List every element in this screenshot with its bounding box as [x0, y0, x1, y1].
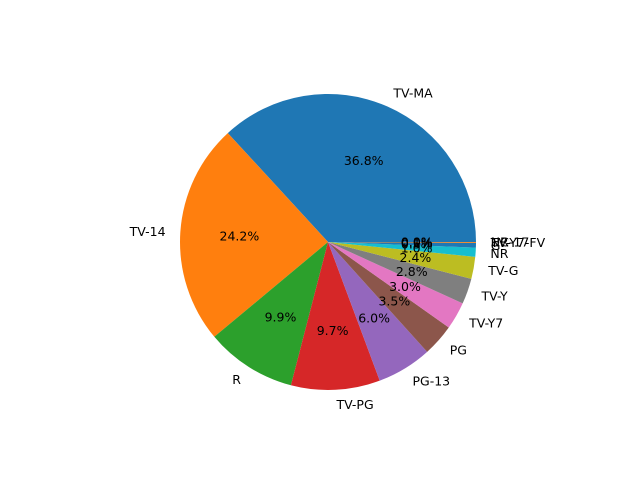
category-label-tv-y: TV-Y: [481, 289, 508, 304]
percent-labels-layer: 36.8% 24.2% 9.9% 9.7% 6.0% 3.5%3.0%2.8%2.4%1.…: [220, 153, 433, 338]
pie-slice-tv-14: [180, 133, 328, 337]
pie-slice-tv-y: [328, 242, 472, 304]
pct-label-tv-pg: 9.7%: [317, 323, 349, 338]
pct-label-tv-y: 2.8%: [396, 264, 428, 279]
pct-label-pg-13: 6.0%: [358, 310, 390, 325]
pct-label-tv-14: 24.2%: [220, 229, 260, 244]
pie-slice-pg-13: [328, 242, 428, 381]
category-label-tv-ma: TV-MA: [392, 85, 433, 100]
category-label-nr: NR: [490, 246, 508, 261]
pct-label-pg: 3.5%: [378, 293, 410, 308]
pct-label-tv-y7-fv: 0.1%: [401, 235, 433, 250]
pie-slice-tv-g: [328, 242, 476, 279]
pie-slice-r: [214, 242, 328, 386]
pct-label-nc-17: 0.0%: [401, 235, 433, 250]
pct-label-nr: 1.0%: [401, 241, 433, 256]
pct-label-tv-y7: 3.0%: [389, 279, 421, 294]
pct-label-g: 0.5%: [401, 236, 433, 251]
category-label-pg: PG: [450, 343, 467, 358]
pct-label-tv-g: 2.4%: [400, 250, 432, 265]
pct-label-ur: 0.0%: [401, 235, 433, 250]
pie-slice-g: [328, 242, 476, 248]
pie-slice-tv-pg: [290, 242, 380, 390]
category-label-r: R: [232, 372, 241, 387]
category-label-g: G: [491, 238, 501, 253]
category-label-ur: UR: [491, 235, 509, 250]
category-label-tv-g: TV-G: [487, 263, 518, 278]
pie-slice-tv-y7-fv: [328, 242, 477, 243]
pct-label-r: 9.9%: [265, 310, 297, 325]
pct-label-tv-ma: 36.8%: [344, 153, 384, 168]
category-label-nc-17: NC-17: [491, 235, 530, 250]
pie-slice-tv-y7: [328, 242, 463, 328]
pie-slice-nr: [328, 242, 476, 257]
category-label-tv-y7-fv: TV-Y7-FV: [490, 235, 546, 250]
category-label-tv-pg: TV-PG: [335, 397, 373, 412]
category-label-tv-y7: TV-Y7: [468, 316, 503, 331]
category-label-tv-14: TV-14: [129, 224, 166, 239]
category-label-pg-13: PG-13: [412, 374, 450, 389]
slices-layer: [180, 94, 477, 390]
pie-slice-tv-ma: [227, 94, 476, 242]
pie-slice-pg: [328, 242, 449, 352]
